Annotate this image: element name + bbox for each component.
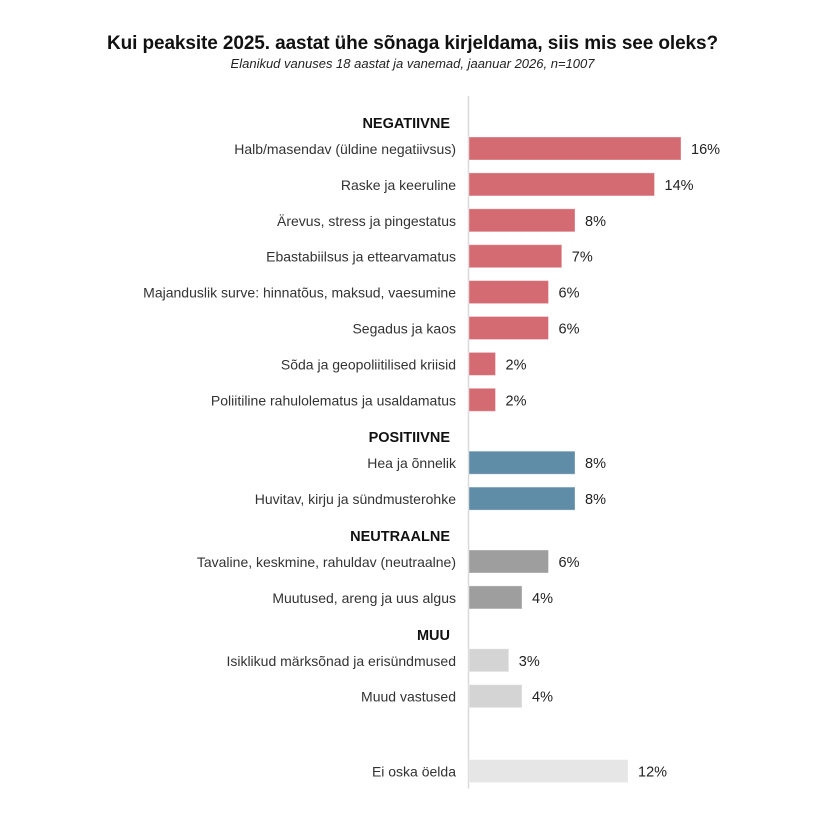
group-heading-neutraalne: NEUTRAALNE (350, 529, 450, 545)
category-label: Poliitiline rahulolematus ja usaldamatus (211, 392, 456, 408)
bar (468, 759, 629, 784)
bar (468, 549, 549, 574)
category-label: Muutused, areng ja uus algus (272, 590, 456, 606)
bar (468, 585, 523, 610)
chart-title: Kui peaksite 2025. aastat ühe sõnaga kir… (106, 33, 718, 54)
category-label: Ebastabiilsus ja ettearvamatus (266, 249, 456, 265)
group-heading-negatiivne: NEGATIIVNE (362, 116, 450, 132)
data-label: 4% (532, 690, 553, 706)
bar (468, 172, 655, 197)
data-label: 8% (585, 492, 606, 508)
data-label: 6% (559, 322, 580, 338)
bar (468, 351, 496, 376)
data-label: 7% (572, 250, 593, 266)
category-label: Sõda ja geopoliitilised kriisid (281, 356, 456, 372)
category-label: Raske ja keeruline (341, 177, 456, 193)
group-heading-muu: MUU (417, 628, 450, 644)
category-label: Segadus ja kaos (352, 321, 456, 337)
bar (468, 136, 682, 161)
data-label: 4% (532, 591, 553, 607)
category-label: Tavaline, keskmine, rahuldav (neutraalne… (197, 554, 456, 570)
data-label: 3% (519, 654, 540, 670)
category-label: Majanduslik surve: hinnatõus, maksud, va… (143, 285, 456, 301)
bar (468, 316, 549, 340)
bar (468, 684, 523, 709)
category-label: Halb/masendav (üldine negatiivsus) (234, 141, 456, 157)
category-label: Muud vastused (361, 689, 456, 705)
category-label: Hea ja õnnelik (367, 455, 457, 471)
bar (468, 208, 576, 233)
data-label: 8% (585, 456, 606, 472)
data-label: 14% (665, 178, 694, 194)
category-label: Ei oska öelda (372, 764, 456, 780)
chart-marks: NEGATIIVNE Halb/masendav (üldine negatiiv… (143, 116, 720, 784)
category-label: Ärevus, stress ja pingestatus (277, 213, 456, 229)
data-label: 2% (506, 393, 527, 409)
bar (468, 486, 576, 511)
group-heading-positiivne: POSITIIVNE (369, 430, 451, 446)
category-label: Isiklikud märksõnad ja erisündmused (226, 653, 456, 669)
data-label: 2% (506, 357, 527, 373)
chart-subtitle: Elanikud vanuses 18 aastat ja vanemad, j… (230, 56, 595, 71)
data-label: 8% (585, 214, 606, 230)
bar (468, 450, 576, 475)
bar (468, 244, 563, 269)
bar (468, 387, 496, 412)
bar (468, 280, 549, 305)
data-label: 16% (691, 142, 720, 158)
bar (468, 648, 510, 673)
category-label: Huvitav, kirju ja sündmusterohke (255, 491, 456, 507)
data-label: 6% (559, 286, 580, 302)
data-label: 12% (638, 765, 667, 781)
data-label: 6% (559, 555, 580, 571)
